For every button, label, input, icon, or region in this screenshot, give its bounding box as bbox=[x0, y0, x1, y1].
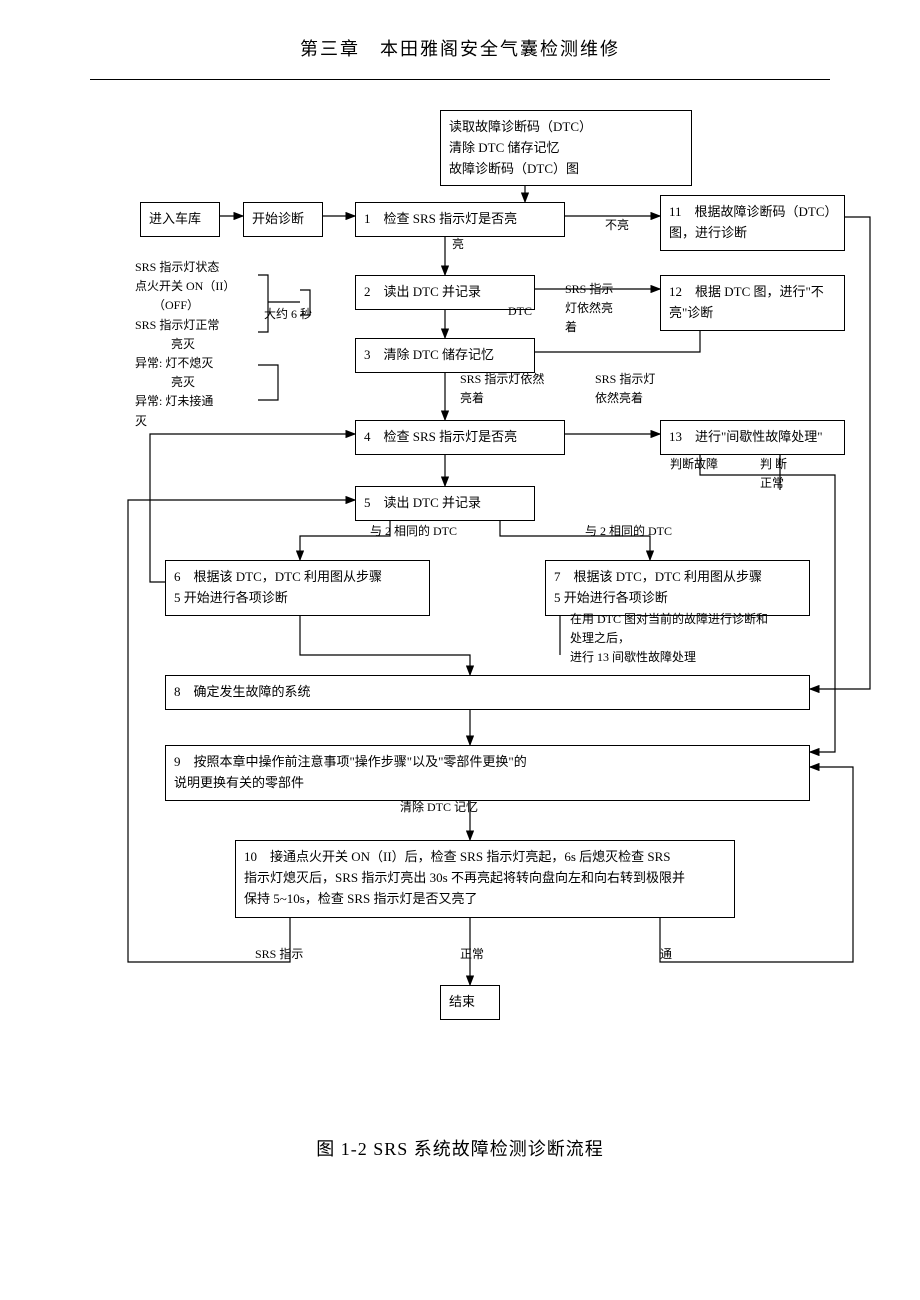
flowchart-label-clear_dtc: 清除 DTC 记忆 bbox=[400, 798, 478, 817]
flowchart-label-buliang: 不亮 bbox=[605, 216, 629, 235]
flowchart-label-same_dtc1: 与 2 相同的 DTC bbox=[370, 522, 457, 541]
figure-caption: 图 1-2 SRS 系统故障检测诊断流程 bbox=[0, 1135, 920, 1161]
flowchart-label-srs_state: SRS 指示灯状态点火开关 ON（II） （OFF）SRS 指示灯正常 亮灭异常… bbox=[135, 258, 275, 431]
flowchart-node-n8: 8 确定发生故障的系统 bbox=[165, 675, 810, 710]
edge-side-left-loop bbox=[150, 434, 355, 545]
flowchart-node-end: 结束 bbox=[440, 985, 500, 1020]
flowchart-node-n13: 13 进行"间歇性故障处理" bbox=[660, 420, 845, 455]
flowchart-label-srs_still1: SRS 指示灯依然亮着 bbox=[565, 280, 650, 338]
edge-n6-left bbox=[150, 545, 165, 582]
flowchart-label-srs_indicate: SRS 指示 bbox=[255, 945, 303, 964]
flowchart-diagram: 读取故障诊断码（DTC）清除 DTC 储存记忆故障诊断码（DTC）图进入车库开始… bbox=[0, 80, 920, 1080]
flowchart-node-topbox: 读取故障诊断码（DTC）清除 DTC 储存记忆故障诊断码（DTC）图 bbox=[440, 110, 692, 186]
flowchart-label-liang: 亮 bbox=[452, 235, 464, 254]
flowchart-node-n1: 1 检查 SRS 指示灯是否亮 bbox=[355, 202, 565, 237]
flowchart-node-n3: 3 清除 DTC 储存记忆 bbox=[355, 338, 535, 373]
flowchart-label-judge_normal: 判 断正常 bbox=[760, 455, 820, 493]
flowchart-node-n10: 10 接通点火开关 ON（II）后，检查 SRS 指示灯亮起，6s 后熄灭检查 … bbox=[235, 840, 735, 918]
flowchart-label-srs_still3: SRS 指示灯依然亮着 bbox=[595, 370, 695, 408]
flowchart-label-same_dtc2: 与 2 相同的 DTC bbox=[585, 522, 672, 541]
flowchart-label-dtc_label: DTC bbox=[508, 302, 532, 321]
flowchart-node-start: 开始诊断 bbox=[243, 202, 323, 237]
flowchart-label-srs_still2: SRS 指示灯依然亮着 bbox=[460, 370, 570, 408]
flowchart-node-n4: 4 检查 SRS 指示灯是否亮 bbox=[355, 420, 565, 455]
flowchart-node-n6: 6 根据该 DTC，DTC 利用图从步骤5 开始进行各项诊断 bbox=[165, 560, 430, 616]
flowchart-node-n9: 9 按照本章中操作前注意事项"操作步骤"以及"零部件更换"的说明更换有关的零部件 bbox=[165, 745, 810, 801]
flowchart-label-tong: 通 bbox=[660, 945, 672, 964]
page-title: 第三章 本田雅阁安全气囊检测维修 bbox=[0, 0, 920, 61]
flowchart-label-after_proc: 在用 DTC 图对当前的故障进行诊断和处理之后，进行 13 间歇性故障处理 bbox=[570, 610, 810, 668]
flowchart-label-normal: 正常 bbox=[460, 945, 484, 964]
flowchart-node-n12: 12 根据 DTC 图，进行"不亮"诊断 bbox=[660, 275, 845, 331]
flowchart-node-n5: 5 读出 DTC 并记录 bbox=[355, 486, 535, 521]
flowchart-label-judge_fault: 判断故障 bbox=[670, 455, 718, 474]
flowchart-node-n7: 7 根据该 DTC，DTC 利用图从步骤5 开始进行各项诊断 bbox=[545, 560, 810, 616]
flowchart-label-about6s: 大约 6 秒 bbox=[264, 305, 312, 324]
flowchart-node-n11: 11 根据故障诊断码（DTC）图，进行诊断 bbox=[660, 195, 845, 251]
flowchart-node-enter: 进入车库 bbox=[140, 202, 220, 237]
